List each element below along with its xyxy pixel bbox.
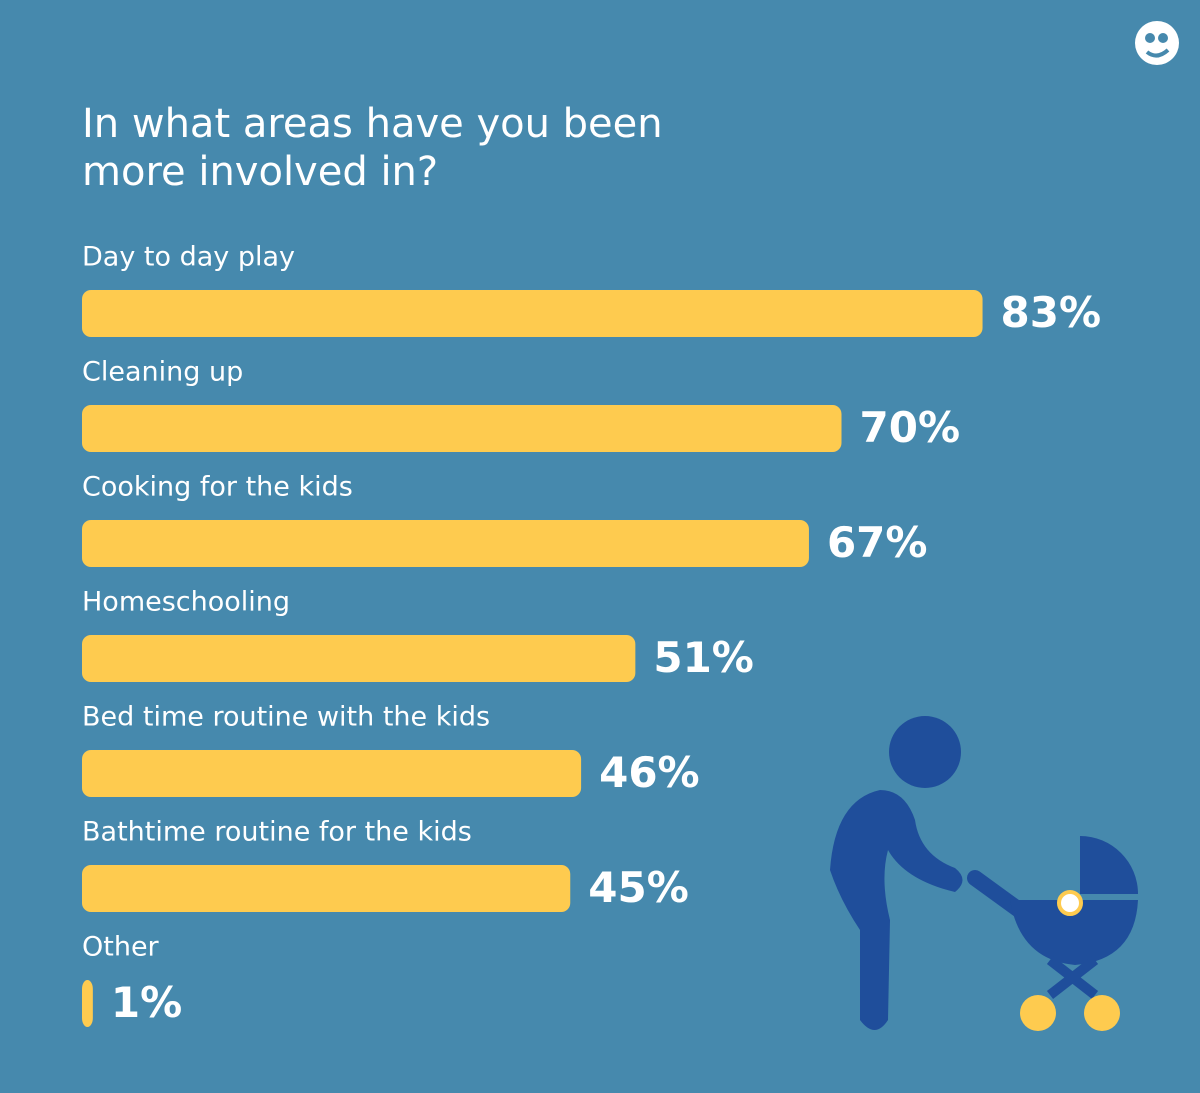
category-label: Cleaning up	[82, 357, 243, 388]
value-label: 67%	[827, 518, 928, 567]
category-label: Day to day play	[82, 242, 295, 273]
category-label: Other	[82, 932, 160, 963]
value-label: 1%	[111, 978, 182, 1027]
bar	[82, 750, 582, 797]
value-label: 83%	[1001, 288, 1102, 337]
illustration	[830, 716, 1138, 1031]
category-label: Homeschooling	[82, 587, 290, 618]
value-label: 70%	[860, 403, 961, 452]
value-label: 45%	[588, 863, 689, 912]
category-label: Cooking for the kids	[82, 472, 353, 503]
category-label: Bed time routine with the kids	[82, 702, 490, 733]
bar	[82, 405, 842, 452]
value-label: 51%	[653, 633, 754, 682]
logo	[1135, 21, 1179, 65]
bar	[82, 865, 571, 912]
bar	[82, 980, 93, 1027]
bar	[82, 290, 983, 337]
bar	[82, 520, 809, 567]
category-label: Bathtime routine for the kids	[82, 817, 472, 848]
bar	[82, 635, 636, 682]
value-label: 46%	[599, 748, 700, 797]
chart-title: In what areas have you been more involve…	[82, 101, 663, 195]
